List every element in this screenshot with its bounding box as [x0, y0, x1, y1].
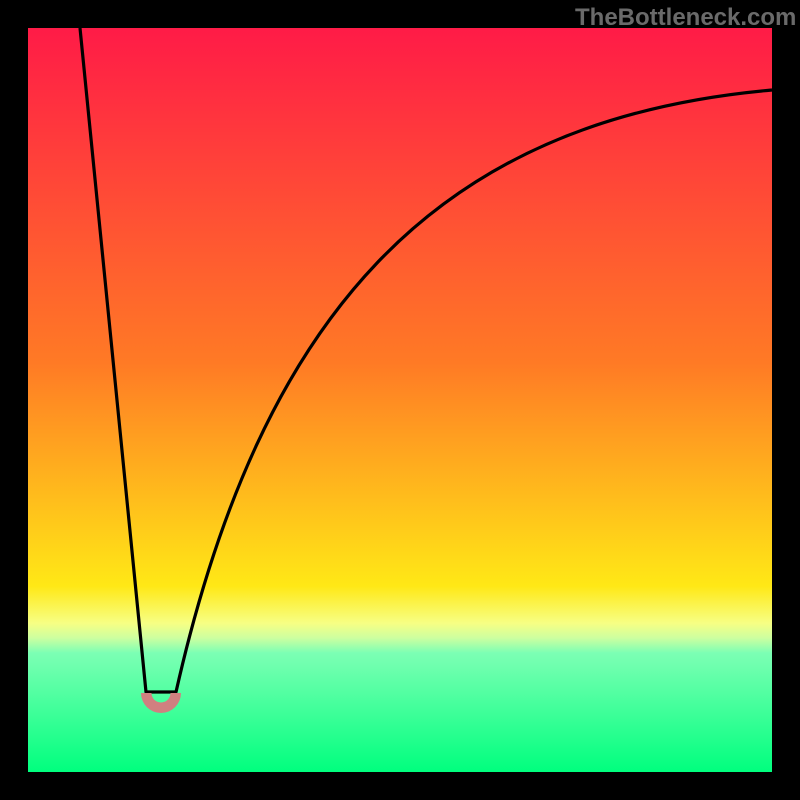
bottleneck-curve [80, 28, 772, 692]
chart-container: TheBottleneck.com [0, 0, 800, 800]
watermark-text: TheBottleneck.com [575, 4, 796, 32]
curve-overlay [0, 0, 800, 800]
basin-marker [141, 693, 181, 713]
